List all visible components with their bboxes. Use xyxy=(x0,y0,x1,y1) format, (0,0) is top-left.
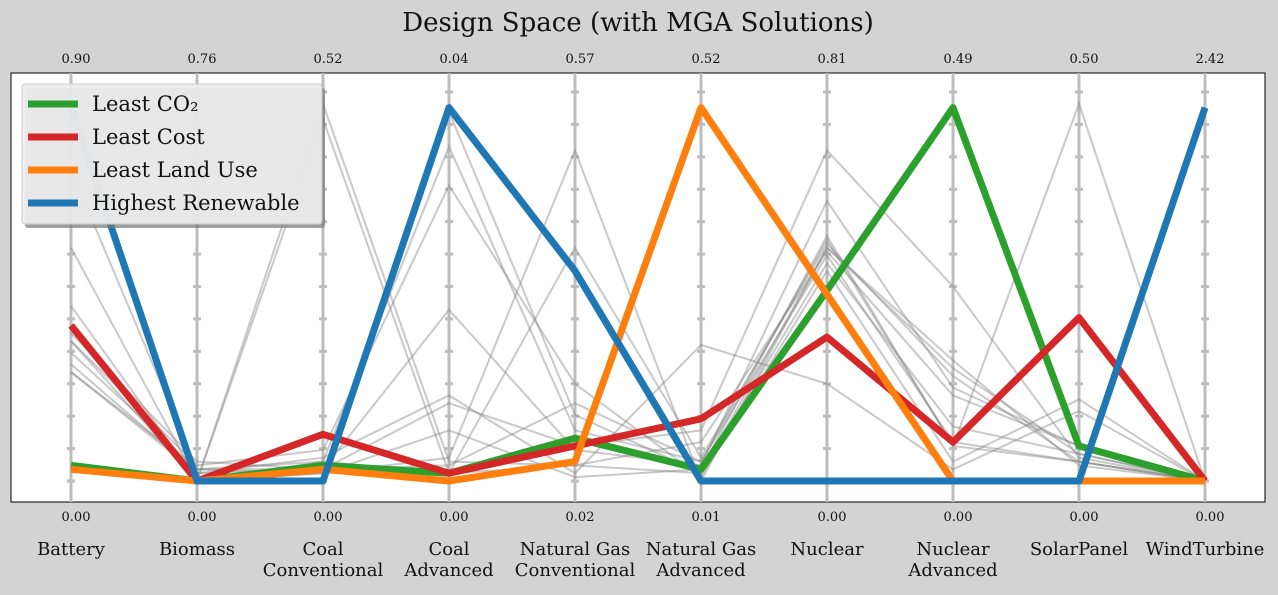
mga-series-layer xyxy=(67,104,1209,485)
axis-min-label: 0.01 xyxy=(692,510,721,525)
mga-solution-line-1 xyxy=(70,100,1206,483)
axis-min-label: 0.00 xyxy=(818,510,847,525)
category-label: Natural Gas Advanced xyxy=(646,539,756,581)
legend-label-0: Least CO₂ xyxy=(92,92,199,116)
mga-solution-line-0 xyxy=(70,143,1206,482)
category-label: Biomass xyxy=(159,539,235,560)
category-label: Coal Conventional xyxy=(263,539,384,581)
legend: Least CO₂ Least Cost Least Land Use Highest… xyxy=(21,83,325,228)
axis-max-label: 0.49 xyxy=(944,52,973,67)
chart-title: Design Space (with MGA Solutions) xyxy=(402,8,874,38)
axis-min-label: 0.00 xyxy=(314,510,343,525)
axis-max-label: 0.57 xyxy=(566,52,595,67)
mga-solution-line-8 xyxy=(70,148,1206,482)
axis-max-label: 2.42 xyxy=(1196,52,1225,67)
category-label: SolarPanel xyxy=(1030,539,1129,560)
axis-max-label: 0.90 xyxy=(62,52,91,67)
legend-label-2: Least Land Use xyxy=(92,158,258,182)
axis-labels-layer: 0.90 0.00 Battery 0.76 0.00 Biomass 0.52 0.00 Co… xyxy=(37,52,1264,581)
axis-max-label: 0.52 xyxy=(692,52,721,67)
legend-box xyxy=(21,83,323,225)
axis-max-label: 0.76 xyxy=(188,52,217,67)
mga-solution-line-2 xyxy=(70,343,1206,482)
axis-min-label: 0.00 xyxy=(1070,510,1099,525)
series-line-3 xyxy=(67,104,1209,485)
axis-max-label: 0.52 xyxy=(314,52,343,67)
axis-max-label: 0.81 xyxy=(818,52,847,67)
axis-max-label: 0.50 xyxy=(1070,52,1099,67)
series-line-1 xyxy=(68,314,1208,485)
category-label: Coal Advanced xyxy=(403,539,493,581)
axis-min-label: 0.00 xyxy=(1196,510,1225,525)
legend-label-1: Least Cost xyxy=(92,125,205,149)
category-label: Nuclear xyxy=(790,539,864,560)
axis-min-label: 0.00 xyxy=(944,510,973,525)
category-label: Nuclear Advanced xyxy=(907,539,997,581)
axis-min-label: 0.00 xyxy=(188,510,217,525)
category-label: Battery xyxy=(37,539,106,560)
category-label: WindTurbine xyxy=(1146,539,1265,560)
axis-min-label: 0.00 xyxy=(62,510,91,525)
legend-label-3: Highest Renewable xyxy=(92,191,300,215)
axis-min-label: 0.02 xyxy=(566,510,595,525)
category-label: Natural Gas Conventional xyxy=(515,539,636,581)
axis-min-label: 0.00 xyxy=(440,510,469,525)
axis-max-label: 0.04 xyxy=(440,52,469,67)
